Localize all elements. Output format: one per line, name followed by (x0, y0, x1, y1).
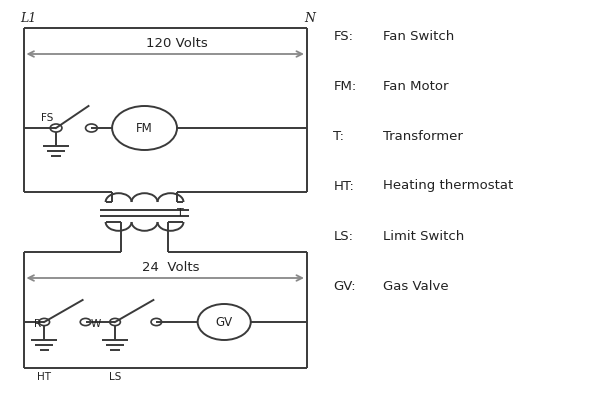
Text: LS: LS (109, 372, 121, 382)
Text: FM:: FM: (333, 80, 356, 92)
Text: GV: GV (215, 316, 233, 328)
Text: 24  Volts: 24 Volts (142, 261, 200, 274)
Text: FS:: FS: (333, 30, 353, 42)
Text: Transformer: Transformer (384, 130, 463, 142)
Text: R: R (34, 319, 41, 329)
Text: Fan Switch: Fan Switch (384, 30, 455, 42)
Text: W: W (90, 319, 100, 329)
Text: FM: FM (136, 122, 153, 134)
Text: T: T (177, 208, 183, 218)
Text: N: N (304, 12, 315, 25)
Text: T:: T: (333, 130, 345, 142)
Text: Heating thermostat: Heating thermostat (384, 180, 514, 192)
Text: HT: HT (37, 372, 51, 382)
Text: Gas Valve: Gas Valve (384, 280, 449, 292)
Text: LS:: LS: (333, 230, 353, 242)
Text: Limit Switch: Limit Switch (384, 230, 465, 242)
Text: 120 Volts: 120 Volts (146, 37, 208, 50)
Text: HT:: HT: (333, 180, 354, 192)
Text: Fan Motor: Fan Motor (384, 80, 449, 92)
Text: L1: L1 (21, 12, 37, 25)
Text: FS: FS (41, 113, 53, 123)
Text: GV:: GV: (333, 280, 356, 292)
